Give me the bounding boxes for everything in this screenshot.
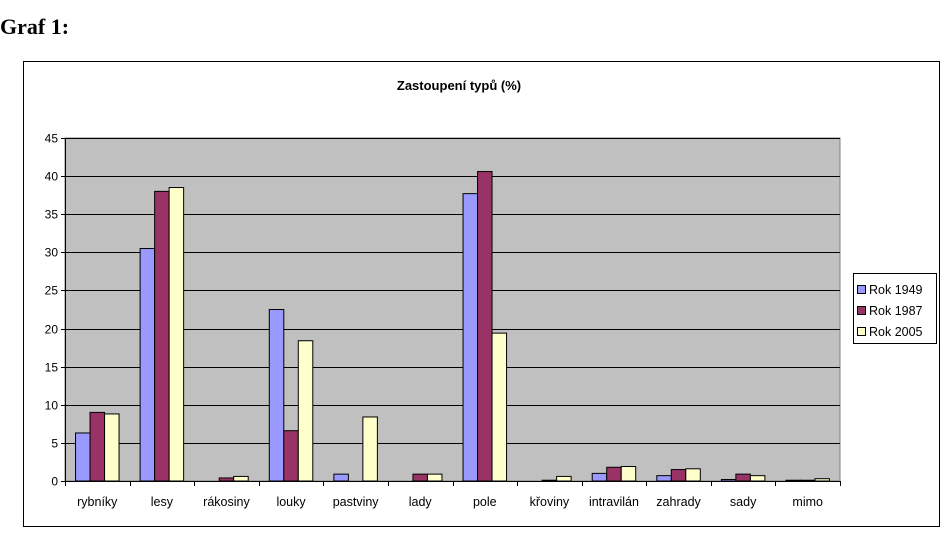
chart-container: Zastoupení typů (%) 0 5 10 15 20 25 30 35 40 45 r… (23, 61, 940, 527)
bar (541, 479, 558, 482)
x-axis-category-labels: rybníky lesy rákosiny louky pastviny lady pole… (77, 495, 823, 509)
y-tick-label: 25 (45, 284, 59, 298)
bar (297, 340, 314, 482)
bar (362, 416, 378, 482)
bar (785, 479, 801, 482)
y-tick-label: 15 (45, 361, 59, 375)
y-axis-tick-labels: 0 5 10 15 20 25 30 35 40 45 (45, 132, 59, 489)
legend-label: Rok 1949 (869, 282, 923, 297)
y-tick-label: 5 (51, 437, 58, 451)
bar (477, 171, 493, 482)
bar (168, 187, 185, 482)
bar (333, 473, 349, 482)
y-tick-label: 40 (45, 170, 59, 184)
bar (735, 473, 751, 482)
bar-chart-plot: 0 5 10 15 20 25 30 35 40 45 rybníky lesy rákosiny lo… (45, 132, 841, 509)
x-category-label: lesy (151, 495, 174, 509)
bar (620, 466, 637, 482)
bar (656, 475, 672, 482)
bar (75, 432, 91, 482)
legend-item-1949: Rok 1949 (857, 279, 936, 300)
bars (75, 171, 830, 482)
x-category-label: mimo (792, 495, 823, 509)
bar (491, 332, 508, 482)
bar (591, 472, 608, 482)
x-category-label: sady (730, 495, 757, 509)
figure-heading: Graf 1: (0, 14, 70, 39)
y-tick-label: 20 (45, 323, 59, 337)
bar (749, 475, 766, 482)
x-category-label: zahrady (656, 495, 701, 509)
plot-area (64, 137, 841, 482)
legend-swatch-icon (857, 327, 866, 336)
bar (556, 475, 572, 482)
bar (814, 478, 830, 482)
chart-title: Zastoupení typů (%) (396, 78, 522, 93)
y-tick-label: 45 (45, 132, 59, 146)
axes (61, 138, 841, 486)
x-category-label: intravilán (589, 495, 639, 509)
bar (670, 469, 687, 482)
bar (462, 193, 479, 482)
bar (412, 473, 428, 482)
bar (268, 309, 285, 482)
bar (233, 475, 249, 482)
x-category-label: křoviny (530, 495, 570, 509)
gridlines (65, 138, 840, 444)
x-category-label: pastviny (333, 495, 380, 509)
y-tick-label: 0 (51, 475, 58, 489)
chart-legend: Rok 1949 Rok 1987 Rok 2005 (853, 273, 937, 344)
legend-item-2005: Rok 2005 (857, 321, 936, 342)
legend-label: Rok 1987 (869, 303, 923, 318)
y-tick-label: 30 (45, 246, 59, 260)
bar (104, 413, 120, 482)
bar (154, 190, 170, 482)
bar (720, 478, 737, 482)
bar (426, 473, 443, 482)
x-category-label: rákosiny (203, 495, 250, 509)
legend-label: Rok 2005 (869, 324, 923, 339)
bar (799, 479, 816, 482)
legend-swatch-icon (857, 306, 866, 315)
x-category-label: pole (473, 495, 497, 509)
x-category-label: louky (276, 495, 306, 509)
y-tick-label: 10 (45, 399, 59, 413)
x-category-label: rybníky (77, 495, 118, 509)
bar (606, 466, 622, 482)
bar (139, 248, 156, 482)
x-category-label: lady (409, 495, 433, 509)
bar (685, 468, 701, 482)
y-tick-label: 35 (45, 208, 59, 222)
legend-swatch-icon (857, 285, 866, 294)
bar (283, 430, 299, 482)
bar (218, 477, 235, 482)
legend-item-1987: Rok 1987 (857, 300, 936, 321)
bar (89, 411, 106, 482)
